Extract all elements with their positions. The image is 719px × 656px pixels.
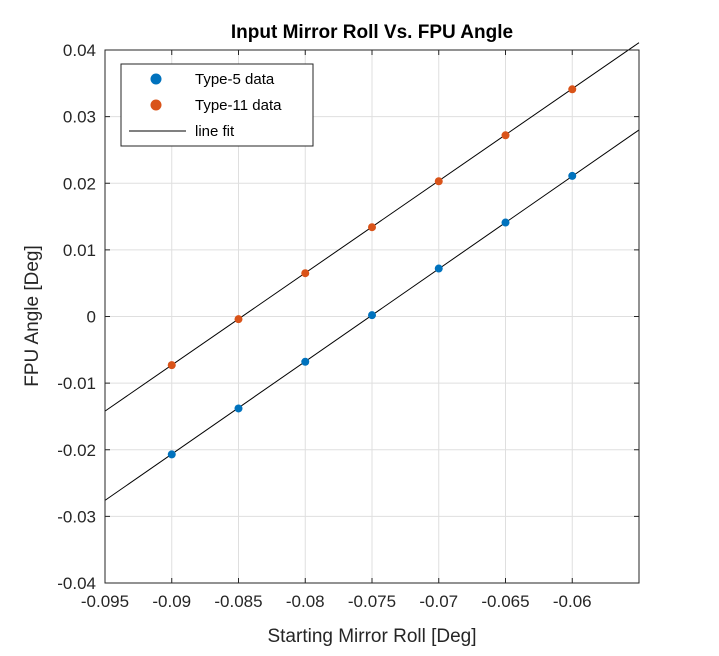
data-point [235,315,243,323]
x-tick-label: -0.09 [152,592,191,611]
x-tick-label: -0.075 [348,592,396,611]
y-tick-label: -0.01 [57,374,96,393]
legend-marker-type5 [151,74,162,85]
data-point [502,131,510,139]
x-tick-label: -0.095 [81,592,129,611]
y-tick-label: 0 [87,308,96,327]
y-tick-label: 0.02 [63,174,96,193]
legend: Type-5 data Type-11 data line fit [121,64,313,146]
data-point [435,177,443,185]
y-axis-label: FPU Angle [Deg] [22,245,43,387]
x-axis-label: Starting Mirror Roll [Deg] [267,626,476,647]
data-point [235,404,243,412]
y-tick-label: 0.04 [63,41,96,60]
x-tick-label: -0.07 [419,592,458,611]
data-point [368,311,376,319]
legend-label-type11: Type-11 data [195,97,282,114]
x-tick-label: -0.08 [286,592,325,611]
data-point [502,219,510,227]
data-point [435,265,443,273]
chart-title: Input Mirror Roll Vs. FPU Angle [231,22,513,43]
y-tick-label: 0.03 [63,108,96,127]
data-point [168,450,176,458]
y-tick-label: -0.04 [57,574,96,593]
data-point [168,361,176,369]
data-point [568,172,576,180]
data-point [568,85,576,93]
data-point [301,358,309,366]
x-tick-label: -0.085 [214,592,262,611]
y-tick-label: -0.02 [57,441,96,460]
y-tick-label: 0.01 [63,241,96,260]
data-point [368,223,376,231]
y-tick-label: -0.03 [57,507,96,526]
data-point [301,269,309,277]
x-tick-label: -0.06 [553,592,592,611]
legend-label-type5: Type-5 data [195,71,275,88]
x-tick-label: -0.065 [481,592,529,611]
legend-label-line-fit: line fit [195,123,235,140]
legend-marker-type11 [151,100,162,111]
